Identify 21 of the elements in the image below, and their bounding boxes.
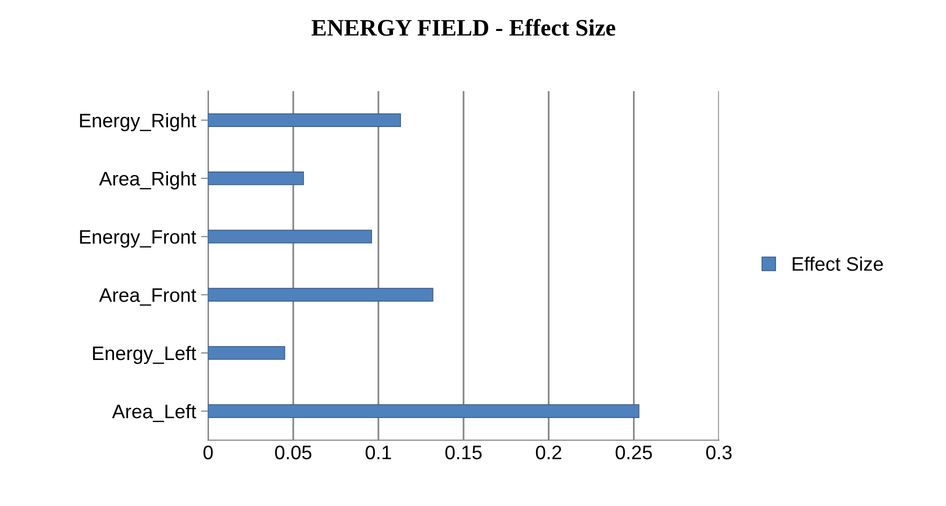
- x-tick-label: 0.2: [536, 446, 562, 460]
- legend-label: Effect Size: [792, 256, 883, 271]
- x-tick-label: 0.1: [366, 446, 391, 460]
- y-tick-label: Energy_Left: [93, 346, 196, 364]
- x-tick-label: 0.15: [445, 446, 482, 460]
- y-tick-label: Area_Left: [112, 404, 196, 422]
- y-tick-label: Energy_Right: [80, 113, 196, 132]
- x-tick-label: 0.05: [275, 446, 312, 460]
- x-tick-label: 0.3: [706, 446, 732, 460]
- bar: [208, 346, 286, 360]
- y-tick-label: Energy_Front: [80, 230, 196, 248]
- bar: [208, 288, 434, 302]
- bar: [208, 404, 640, 418]
- y-tick-label: Area_Right: [99, 171, 196, 190]
- x-tick-label: 0: [203, 446, 213, 460]
- bar: [208, 113, 401, 127]
- bar: [208, 172, 304, 186]
- chart-title: ENERGY FIELD - Effect Size: [312, 18, 616, 36]
- x-tick-label: 0.25: [616, 446, 652, 460]
- bar: [208, 230, 372, 244]
- y-tick-label: Area_Front: [99, 288, 196, 306]
